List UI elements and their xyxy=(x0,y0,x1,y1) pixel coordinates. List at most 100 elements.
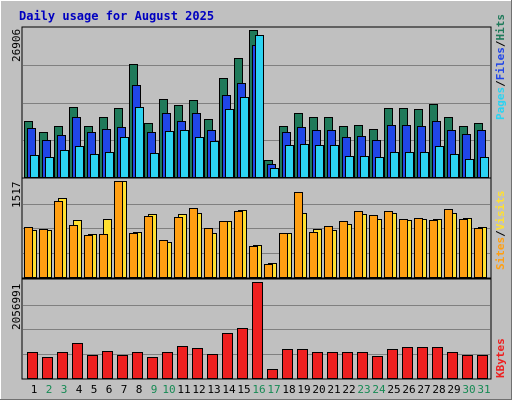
bar-sites-day-28 xyxy=(429,220,438,278)
bar-kbytes-day-19 xyxy=(297,349,308,379)
legend-entry: Files xyxy=(494,47,507,80)
bar-pages-day-18 xyxy=(285,145,294,178)
x-tick-day-8: 8 xyxy=(136,383,143,396)
x-tick-day-9: 9 xyxy=(151,383,158,396)
bar-kbytes-day-16 xyxy=(252,282,263,379)
legend-entry: / xyxy=(494,80,507,87)
bar-sites-day-4 xyxy=(69,225,78,278)
bar-kbytes-day-10 xyxy=(162,352,173,379)
bar-pages-day-25 xyxy=(390,152,399,178)
bar-pages-day-29 xyxy=(450,154,459,178)
legend-text: KBytes xyxy=(494,338,507,378)
x-tick-day-10: 10 xyxy=(162,383,175,396)
bar-sites-day-6 xyxy=(99,234,108,278)
x-tick-day-24: 24 xyxy=(372,383,386,396)
bar-sites-day-14 xyxy=(219,221,228,278)
bar-kbytes-day-27 xyxy=(417,347,428,379)
bar-kbytes-day-14 xyxy=(222,333,233,379)
bar-pages-day-30 xyxy=(465,159,474,178)
bar-kbytes-day-12 xyxy=(192,348,203,379)
bar-kbytes-day-3 xyxy=(57,352,68,379)
bar-kbytes-day-11 xyxy=(177,346,188,379)
bar-sites-day-7 xyxy=(114,181,123,278)
bar-pages-day-26 xyxy=(405,152,414,178)
bar-kbytes-day-31 xyxy=(477,355,488,379)
bar-sites-day-26 xyxy=(399,219,408,278)
bar-sites-day-10 xyxy=(159,240,168,278)
bar-sites-day-3 xyxy=(54,201,63,278)
x-tick-day-19: 19 xyxy=(297,383,310,396)
bar-pages-day-2 xyxy=(45,157,54,178)
x-tick-day-18: 18 xyxy=(282,383,295,396)
bar-pages-day-13 xyxy=(210,141,219,178)
bar-pages-day-7 xyxy=(120,137,129,178)
bar-sites-day-13 xyxy=(204,228,213,278)
bar-kbytes-day-26 xyxy=(402,347,413,379)
bar-kbytes-day-13 xyxy=(207,354,218,379)
legend-entry: Sites xyxy=(494,237,507,270)
bar-kbytes-day-23 xyxy=(357,352,368,379)
bar-sites-day-15 xyxy=(234,211,243,278)
legend-entry: / xyxy=(494,230,507,237)
legend-text: Pages/Files/Hits xyxy=(494,14,507,120)
legend-entry: KBytes xyxy=(494,338,507,378)
x-tick-day-22: 22 xyxy=(342,383,355,396)
chart-title: Daily usage for August 2025 xyxy=(19,9,214,23)
bar-kbytes-day-5 xyxy=(87,355,98,379)
x-tick-day-7: 7 xyxy=(121,383,128,396)
bar-pages-day-22 xyxy=(345,156,354,178)
x-tick-day-6: 6 xyxy=(106,383,113,396)
bar-pages-day-24 xyxy=(375,157,384,178)
x-tick-day-3: 3 xyxy=(61,383,68,396)
x-tick-day-4: 4 xyxy=(76,383,83,396)
bar-pages-day-19 xyxy=(300,144,309,178)
bar-pages-day-16 xyxy=(255,35,264,178)
bar-sites-day-31 xyxy=(474,228,483,278)
x-tick-day-30: 30 xyxy=(462,383,475,396)
bar-sites-day-23 xyxy=(354,211,363,278)
bar-pages-day-17 xyxy=(270,168,279,178)
bar-pages-day-3 xyxy=(60,150,69,178)
bar-kbytes-day-4 xyxy=(72,343,83,379)
bar-sites-day-17 xyxy=(264,264,273,278)
bar-sites-day-19 xyxy=(294,192,303,278)
legend-entry: Pages xyxy=(494,87,507,120)
bar-pages-day-14 xyxy=(225,109,234,178)
x-tick-day-13: 13 xyxy=(207,383,220,396)
bar-sites-day-1 xyxy=(24,227,33,278)
bar-kbytes-day-20 xyxy=(312,352,323,379)
bar-pages-day-12 xyxy=(195,137,204,178)
x-tick-day-27: 27 xyxy=(417,383,430,396)
x-axis-labels: 1 2 3 4 5 6 7 8 9 10 11 12 13 14 15 16 17 18 19 20 21 22 23 24 2… xyxy=(31,383,491,396)
x-tick-day-26: 26 xyxy=(402,383,415,396)
bar-sites-day-16 xyxy=(249,246,258,278)
bar-sites-day-5 xyxy=(84,235,93,278)
x-tick-day-21: 21 xyxy=(327,383,340,396)
bar-kbytes-day-21 xyxy=(327,352,338,379)
bar-kbytes-day-9 xyxy=(147,357,158,379)
bar-sites-day-25 xyxy=(384,211,393,278)
bar-pages-day-15 xyxy=(240,97,249,178)
bar-pages-day-4 xyxy=(75,146,84,178)
bar-pages-day-10 xyxy=(165,131,174,178)
bar-kbytes-day-17 xyxy=(267,369,278,379)
bar-kbytes-day-15 xyxy=(237,328,248,379)
bars-layer xyxy=(24,30,489,379)
bar-kbytes-day-22 xyxy=(342,352,353,379)
x-tick-day-17: 17 xyxy=(267,383,280,396)
legend-entry: Visits xyxy=(494,191,507,231)
bar-pages-day-8 xyxy=(135,107,144,178)
bar-sites-day-12 xyxy=(189,208,198,278)
x-tick-day-11: 11 xyxy=(177,383,190,396)
bar-sites-day-29 xyxy=(444,209,453,278)
bar-kbytes-day-29 xyxy=(447,352,458,379)
x-tick-day-12: 12 xyxy=(192,383,205,396)
ymax-label-bottom: 2056991 xyxy=(10,284,23,330)
x-tick-day-25: 25 xyxy=(387,383,400,396)
x-tick-day-15: 15 xyxy=(237,383,250,396)
bar-kbytes-day-1 xyxy=(27,352,38,379)
bar-pages-day-27 xyxy=(420,152,429,178)
bar-pages-day-1 xyxy=(30,155,39,178)
x-tick-day-5: 5 xyxy=(91,383,98,396)
bar-pages-day-20 xyxy=(315,145,324,178)
